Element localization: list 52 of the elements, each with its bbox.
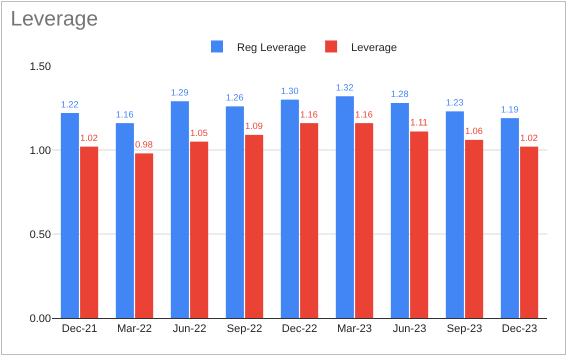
- x-tick-label: Sep-22: [226, 323, 262, 336]
- bar: [300, 123, 318, 318]
- y-tick-label: 1.00: [30, 144, 51, 157]
- bar: [336, 96, 354, 318]
- data-label: 1.02: [80, 132, 98, 143]
- data-label: 1.06: [465, 126, 483, 136]
- bar: [226, 106, 244, 318]
- bar: [135, 153, 154, 318]
- legend-label: Reg Leverage: [237, 42, 306, 54]
- data-label: 0.98: [135, 140, 153, 150]
- data-label: 1.16: [355, 109, 373, 120]
- bar: [245, 134, 264, 318]
- data-label: 1.02: [520, 132, 538, 143]
- y-tick-label: 1.50: [30, 60, 51, 73]
- bar: [465, 140, 484, 318]
- data-label: 1.16: [116, 109, 134, 120]
- bar: [170, 101, 189, 318]
- x-tick-label: Jun-23: [392, 323, 426, 336]
- data-label: 1.30: [280, 86, 299, 96]
- data-label: 1.22: [60, 99, 79, 110]
- data-label: 1.19: [500, 104, 519, 114]
- data-label: 1.28: [390, 89, 409, 100]
- bar: [80, 146, 98, 318]
- y-tick-label: 0.50: [30, 228, 51, 241]
- bar: [446, 111, 464, 318]
- data-label: 1.16: [300, 109, 318, 120]
- data-label: 1.32: [336, 82, 354, 93]
- bar: [390, 102, 409, 318]
- bar: [355, 123, 374, 318]
- bar: [190, 142, 208, 318]
- bar: [280, 100, 299, 318]
- x-tick-label: Dec-23: [502, 323, 538, 336]
- bar: [410, 132, 428, 318]
- x-tick-label: Mar-23: [337, 323, 372, 336]
- bar: [500, 118, 519, 318]
- x-tick-label: Dec-21: [62, 323, 98, 336]
- chart-title: Leverage: [10, 8, 98, 30]
- data-label: 1.05: [190, 128, 208, 138]
- data-label: 1.11: [410, 118, 428, 129]
- data-label: 1.23: [446, 98, 464, 108]
- bar: [520, 146, 538, 318]
- x-tick-label: Mar-22: [117, 323, 152, 336]
- data-label: 1.09: [245, 121, 263, 132]
- x-tick-label: Jun-22: [172, 323, 206, 336]
- bar: [60, 113, 79, 318]
- x-tick-label: Dec-22: [282, 323, 318, 336]
- data-label: 1.26: [226, 92, 244, 103]
- legend-label: Leverage: [351, 42, 397, 54]
- bar: [116, 123, 134, 318]
- data-label: 1.29: [170, 88, 189, 98]
- y-tick-label: 0.00: [30, 312, 51, 325]
- x-tick-label: Sep-23: [446, 323, 482, 336]
